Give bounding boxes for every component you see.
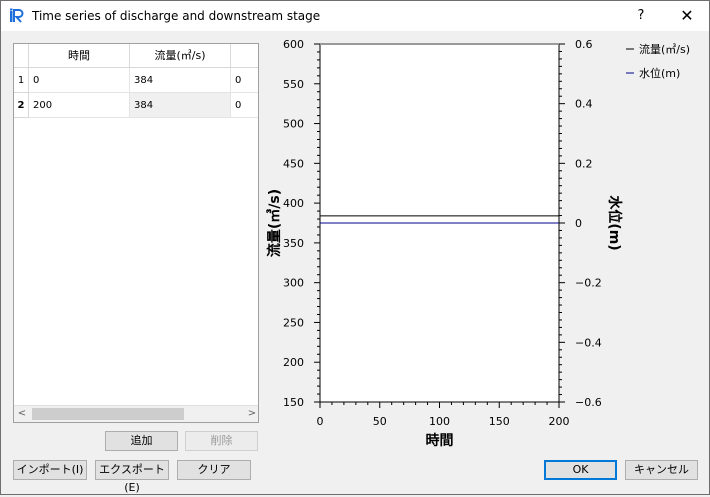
table-cell-selected[interactable]: 384 [130, 93, 231, 118]
x-tick-label: 50 [373, 415, 387, 428]
y2-tick-label: −0.2 [575, 277, 602, 290]
y2-axis-label: 水位(m) [606, 195, 623, 250]
y-tick-label: 500 [283, 118, 304, 131]
add-button[interactable]: 追加 [105, 431, 178, 451]
row-header-1[interactable]: 1 [14, 68, 29, 93]
export-button[interactable]: エクスポート(E) [95, 460, 169, 494]
table-cell[interactable]: 384 [130, 68, 231, 93]
y-tick-label: 250 [283, 316, 304, 329]
y2-tick-label: 0.2 [575, 157, 593, 170]
x-tick-label: 200 [549, 415, 570, 428]
discharge-stage-chart: 150 200 250 300 350 400 450 500 550 600 −0.6 −0.4 −0… [263, 37, 703, 457]
table-cell[interactable]: 0 [231, 93, 258, 118]
close-button[interactable]: ✕ [680, 6, 694, 25]
y-tick-label: 150 [283, 396, 304, 409]
x-tick-label: 0 [317, 415, 324, 428]
chart-canvas: 150200250300350400450500550600−0.6−0.4−0… [266, 38, 690, 449]
import-button[interactable]: インポート(I) [13, 460, 87, 480]
legend-label: 水位(m) [639, 66, 680, 80]
y-axis-label: 流量(㎥/s) [266, 189, 283, 257]
table-corner[interactable] [14, 44, 29, 68]
title-bar: Time series of discharge and downstream … [1, 1, 709, 31]
cancel-button[interactable]: キャンセル [625, 460, 698, 480]
y-tick-label: 350 [283, 237, 304, 250]
x-tick-label: 150 [489, 415, 510, 428]
y-tick-label: 550 [283, 78, 304, 91]
table-cell[interactable]: 0 [231, 68, 258, 93]
table-cell[interactable]: 0 [29, 68, 130, 93]
y-tick-label: 400 [283, 197, 304, 210]
y2-tick-label: −0.6 [575, 396, 602, 409]
y2-tick-label: −0.4 [575, 336, 602, 349]
window-title: Time series of discharge and downstream … [32, 9, 321, 23]
timeseries-table[interactable]: 時間 流量(㎥/s) 1 0 384 0 2 200 384 0 < > [13, 43, 259, 423]
ok-button[interactable]: OK [544, 460, 617, 480]
scroll-right-icon[interactable]: > [247, 408, 257, 419]
y-tick-label: 300 [283, 277, 304, 290]
table-cell[interactable]: 200 [29, 93, 130, 118]
help-button[interactable]: ? [637, 8, 645, 23]
clear-button[interactable]: クリア [177, 460, 251, 480]
y2-tick-label: 0 [575, 217, 582, 230]
scroll-left-icon[interactable]: < [17, 408, 27, 419]
column-header-time[interactable]: 時間 [29, 44, 130, 68]
legend-label: 流量(㎥/s) [639, 42, 690, 56]
row-header-2[interactable]: 2 [14, 93, 29, 118]
column-header-discharge[interactable]: 流量(㎥/s) [130, 44, 231, 68]
y-tick-label: 600 [283, 38, 304, 51]
delete-button[interactable]: 削除 [185, 431, 258, 451]
column-header-stage[interactable] [231, 44, 258, 68]
y-tick-label: 450 [283, 157, 304, 170]
x-tick-label: 100 [429, 415, 450, 428]
x-axis-label: 時間 [426, 432, 454, 449]
scrollbar-thumb[interactable] [32, 408, 184, 420]
y-tick-label: 200 [283, 356, 304, 369]
y2-tick-label: 0.4 [575, 98, 593, 111]
y2-tick-label: 0.6 [575, 38, 593, 51]
horizontal-scrollbar[interactable]: < > [14, 405, 258, 422]
app-logo-icon [10, 8, 24, 23]
